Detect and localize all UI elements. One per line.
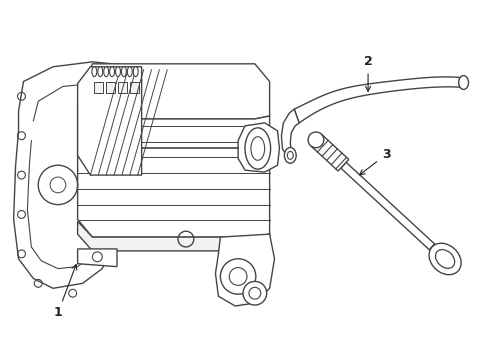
Polygon shape [130, 82, 139, 93]
Circle shape [243, 282, 267, 305]
Polygon shape [238, 123, 279, 172]
Ellipse shape [104, 67, 109, 77]
Ellipse shape [133, 67, 138, 77]
Ellipse shape [92, 67, 97, 77]
Polygon shape [77, 249, 117, 267]
Polygon shape [95, 82, 103, 93]
Ellipse shape [308, 132, 324, 148]
Polygon shape [429, 244, 452, 266]
Polygon shape [311, 134, 349, 171]
Ellipse shape [122, 67, 126, 77]
Polygon shape [77, 101, 270, 237]
Polygon shape [77, 221, 270, 251]
Polygon shape [281, 109, 299, 156]
Polygon shape [341, 162, 435, 250]
Polygon shape [216, 234, 274, 306]
Text: 1: 1 [53, 265, 77, 319]
Ellipse shape [116, 67, 121, 77]
Ellipse shape [459, 76, 468, 89]
Ellipse shape [98, 67, 103, 77]
Circle shape [220, 259, 256, 294]
Ellipse shape [284, 148, 296, 163]
Ellipse shape [245, 128, 270, 169]
Polygon shape [106, 82, 115, 93]
Polygon shape [118, 82, 127, 93]
Ellipse shape [127, 67, 132, 77]
Text: 3: 3 [360, 148, 391, 175]
Polygon shape [14, 62, 132, 288]
Polygon shape [77, 64, 270, 119]
Ellipse shape [429, 243, 461, 275]
Ellipse shape [110, 67, 115, 77]
Polygon shape [294, 77, 464, 123]
Text: 2: 2 [364, 55, 372, 91]
Polygon shape [77, 67, 142, 175]
